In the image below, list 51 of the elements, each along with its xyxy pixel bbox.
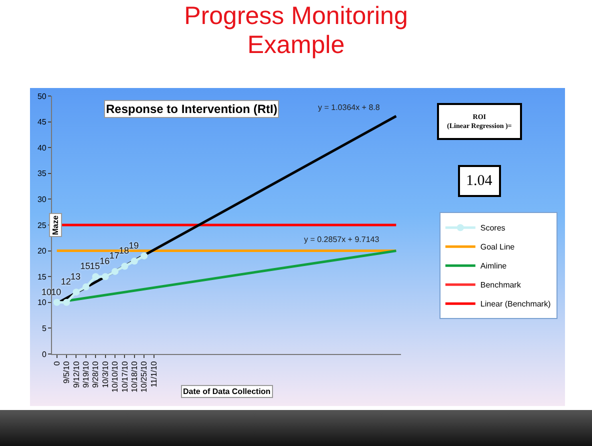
data-label: 16 — [100, 256, 110, 266]
data-label: 17 — [109, 250, 120, 261]
point — [102, 273, 109, 280]
text: 1.04 — [466, 173, 493, 189]
chart-title: Progress Monitoring Example — [183, 2, 409, 60]
annotation: y = 1.0364x + 8.8 — [318, 103, 380, 112]
point — [72, 288, 80, 296]
x-tick-label: 11/1/10 — [149, 360, 158, 388]
legend-label: Linear (Benchmark) — [480, 300, 551, 309]
legend-label: Aimline — [480, 262, 508, 271]
x-tick-label: 9/28/10 — [91, 360, 100, 388]
x-tick-label: 9/12/10 — [72, 360, 81, 388]
y-tick-label: 10 — [37, 298, 47, 308]
y-tick-label: 30 — [37, 195, 47, 204]
y-tick-label: 5 — [42, 324, 47, 333]
y-tick-label: 50 — [37, 92, 47, 101]
text: Response to Intervention (RtI) — [106, 102, 278, 116]
x-tick-label: 0 — [52, 360, 62, 366]
y-tick-label: 35 — [37, 169, 47, 178]
legend-label: Goal Line — [480, 242, 516, 252]
data-label: 15 — [80, 260, 90, 271]
x-tick-label: 9/5/10 — [62, 360, 72, 384]
point — [112, 268, 119, 275]
point — [140, 252, 148, 260]
x-tick-label: 9/19/10 — [82, 360, 91, 388]
y-tick-label: 45 — [37, 118, 47, 127]
data-label: 12 — [60, 276, 71, 286]
y-tick-label: 15 — [37, 272, 47, 282]
x-axis-title: Date of Data Collection — [183, 387, 271, 396]
point — [121, 262, 128, 270]
y-tick-label: 20 — [37, 246, 47, 256]
x-tick-label: 10/17/10 — [120, 360, 130, 392]
x-tick-label: 10/18/10 — [130, 360, 139, 392]
y-tick-label: 40 — [37, 143, 47, 152]
point — [63, 298, 70, 306]
data-label: 13 — [70, 271, 81, 282]
x-tick-label: 10/3/10 — [100, 360, 110, 388]
y-tick-label: 25 — [37, 220, 47, 230]
y-tick-label: 0 — [42, 350, 47, 359]
x-tick-label: 10/10/10 — [110, 360, 120, 392]
point — [92, 273, 100, 280]
point — [82, 283, 90, 290]
point — [53, 298, 60, 306]
legend-label: Scores — [480, 224, 506, 233]
legend-label: Benchmark — [480, 280, 522, 290]
data-label: 19 — [128, 240, 139, 250]
annotation: y = 0.2857x + 9.7143 — [304, 235, 380, 244]
x-tick-label: 10/25/10 — [140, 360, 149, 392]
data-label: 10 — [51, 286, 62, 297]
point — [130, 258, 138, 265]
data-label: 15 — [90, 260, 100, 271]
